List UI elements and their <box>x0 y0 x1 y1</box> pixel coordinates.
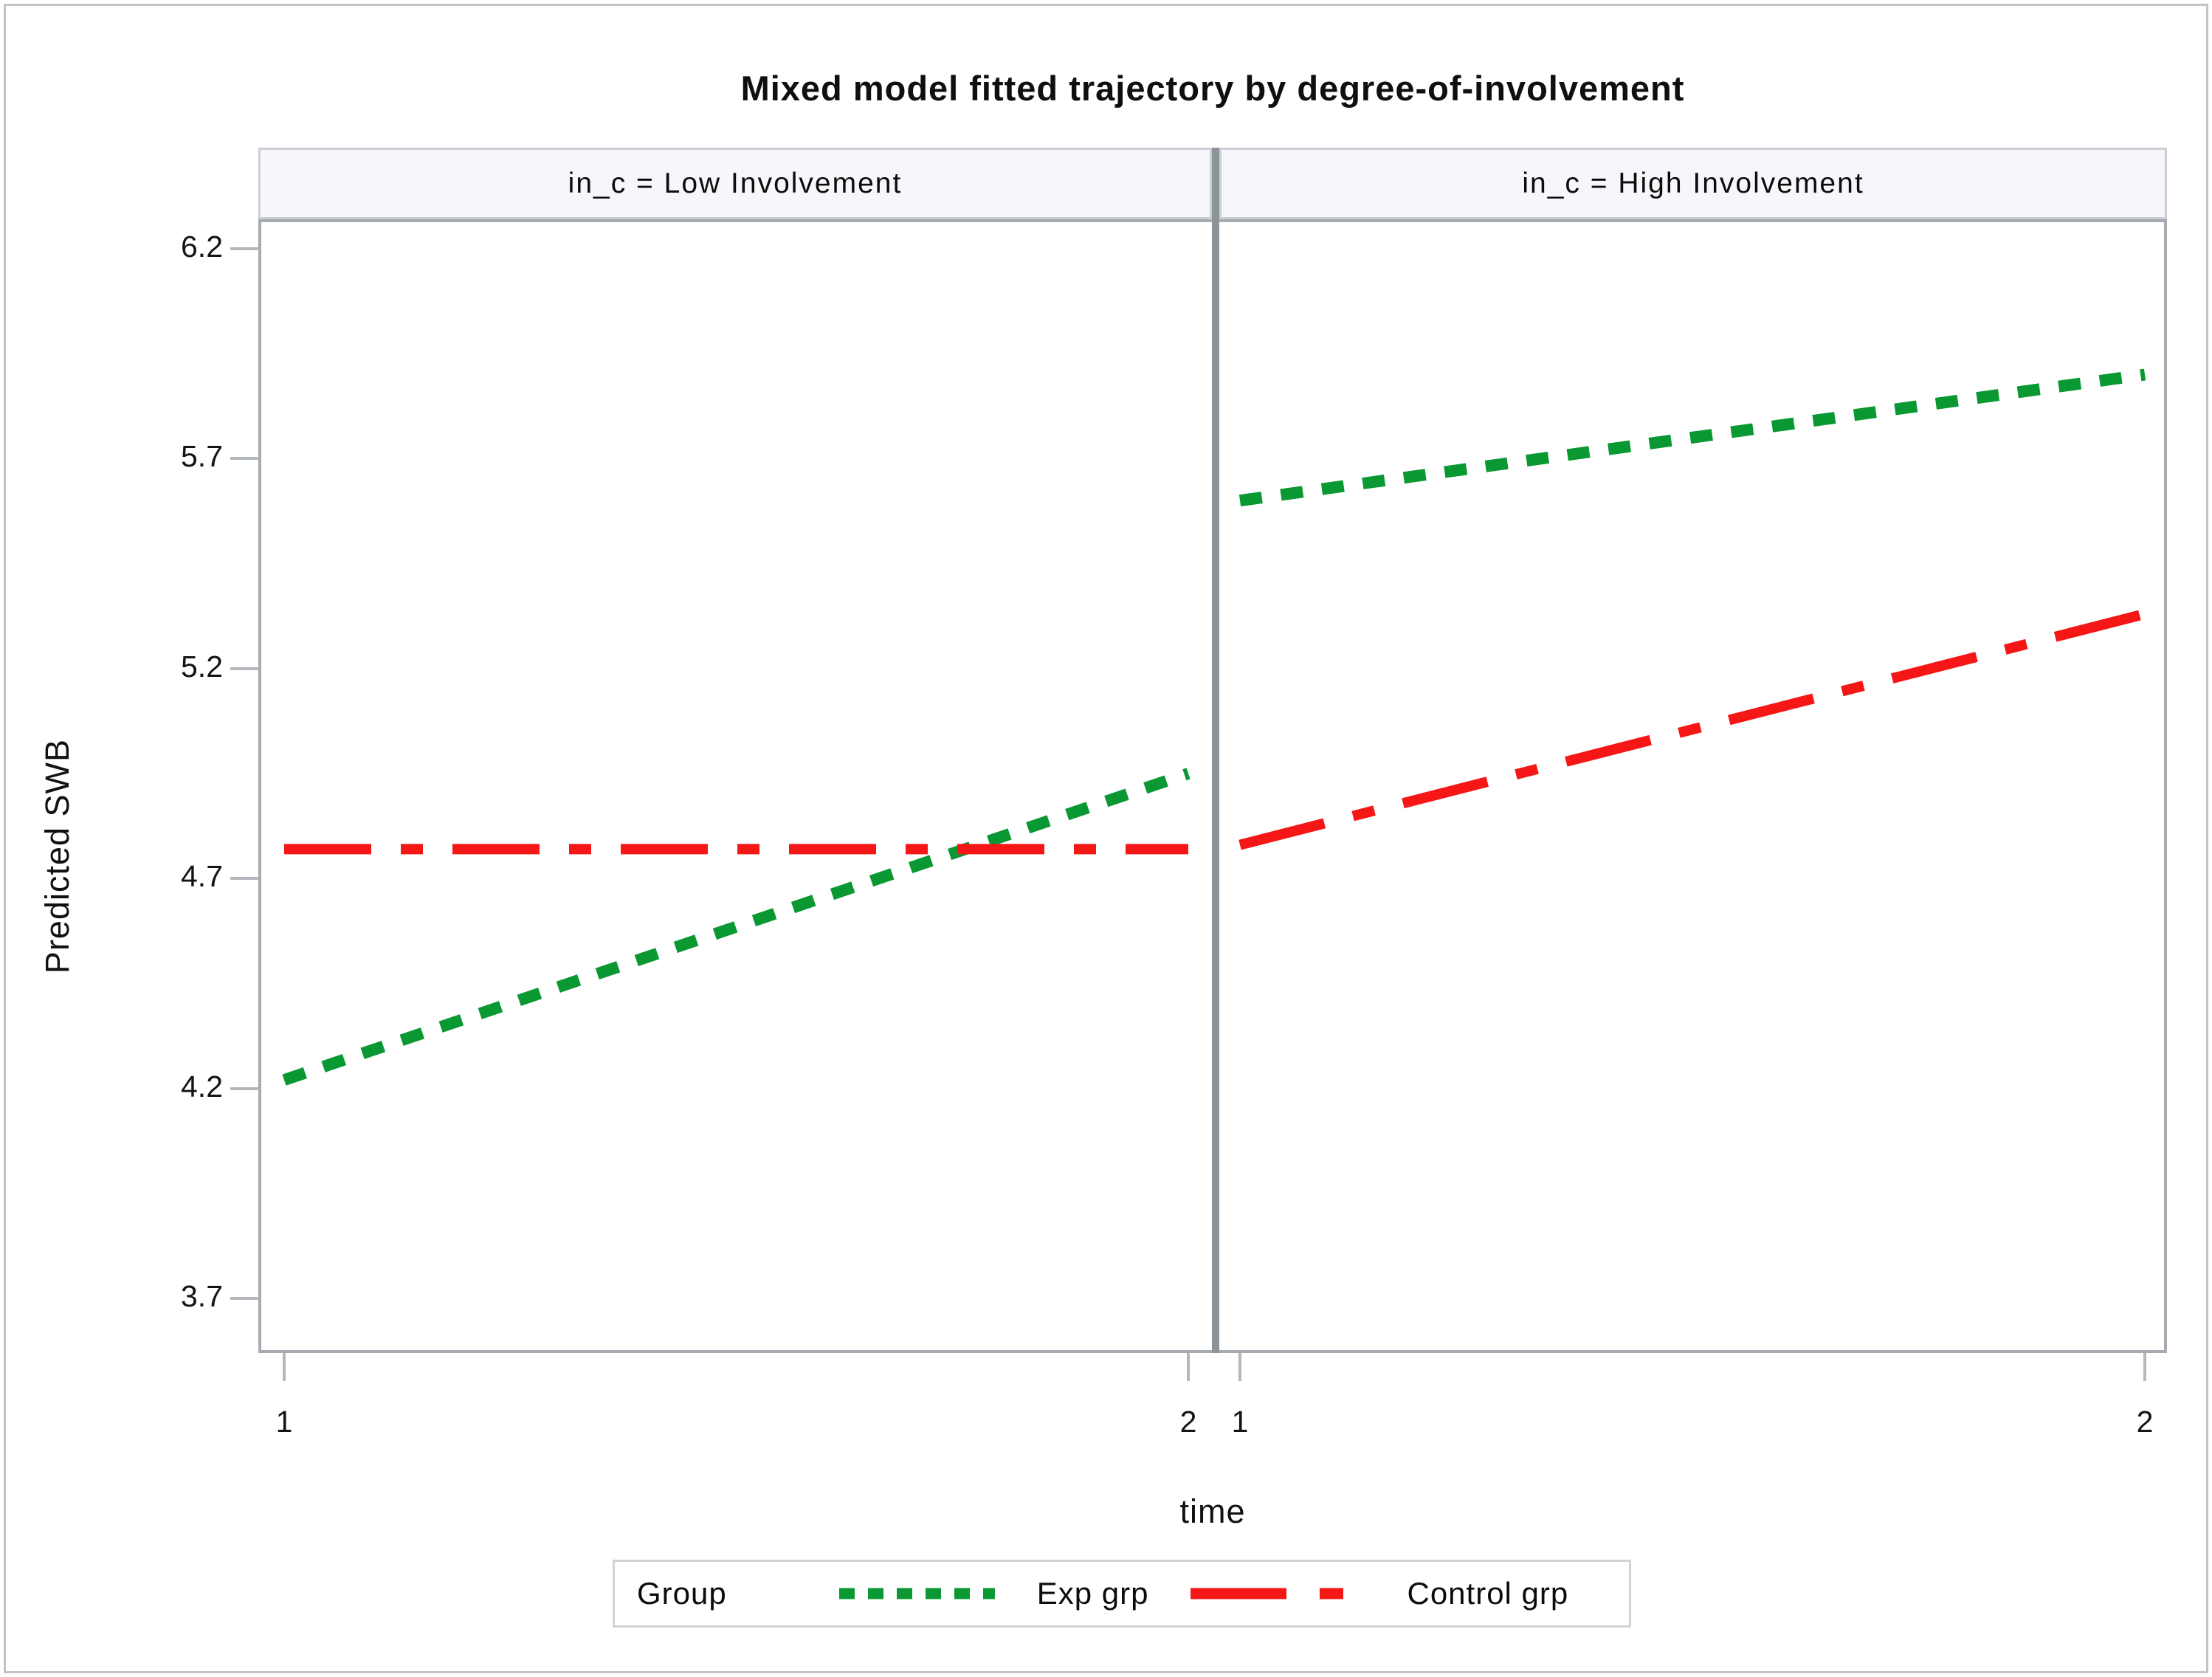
y-tick-label: 5.2 <box>181 649 223 683</box>
panel-header-low-involvement: in_c = Low Involvement <box>258 148 1212 219</box>
exp-grp-line-swatch-icon <box>838 1588 995 1599</box>
x-tick-mark <box>283 1353 286 1381</box>
legend: Group Exp grp Control grp <box>613 1560 1631 1628</box>
y-tick-mark <box>230 247 258 250</box>
legend-title: Group <box>637 1576 727 1611</box>
y-tick-mark <box>230 1087 258 1090</box>
control-grp-line-swatch-icon <box>1191 1588 1365 1599</box>
y-tick-label: 3.7 <box>181 1279 223 1314</box>
control-grp-line-panel-2 <box>1238 608 2146 850</box>
x-tick-mark <box>1238 1353 1241 1381</box>
y-tick-mark <box>230 667 258 670</box>
panel-divider <box>1212 148 1219 1353</box>
y-tick-mark <box>230 457 258 461</box>
y-tick-mark <box>230 877 258 881</box>
y-tick-label: 4.7 <box>181 859 223 894</box>
x-tick-label: 1 <box>1231 1405 1249 1439</box>
legend-label-exp-grp: Exp grp <box>1036 1576 1149 1611</box>
x-tick-label: 2 <box>1179 1405 1197 1439</box>
legend-label-control-grp: Control grp <box>1407 1576 1569 1611</box>
x-tick-label: 2 <box>2136 1405 2154 1439</box>
y-tick-mark <box>230 1297 258 1301</box>
y-tick-label: 6.2 <box>181 229 223 264</box>
y-tick-label: 5.7 <box>181 439 223 474</box>
panel-header-band: in_c = Low Involvement in_c = High Invol… <box>258 148 2167 219</box>
x-axis-title: time <box>1179 1492 1246 1530</box>
x-tick-label: 1 <box>275 1405 293 1439</box>
exp-grp-line-panel-2 <box>1238 368 2146 507</box>
panel-header-high-involvement: in_c = High Involvement <box>1219 148 2167 219</box>
y-tick-label: 4.2 <box>181 1069 223 1103</box>
x-tick-mark <box>2143 1353 2146 1381</box>
exp-grp-line-panel-1 <box>282 768 1191 1086</box>
x-tick-mark <box>1187 1353 1190 1381</box>
chart-title: Mixed model fitted trajectory by degree-… <box>740 69 1685 108</box>
